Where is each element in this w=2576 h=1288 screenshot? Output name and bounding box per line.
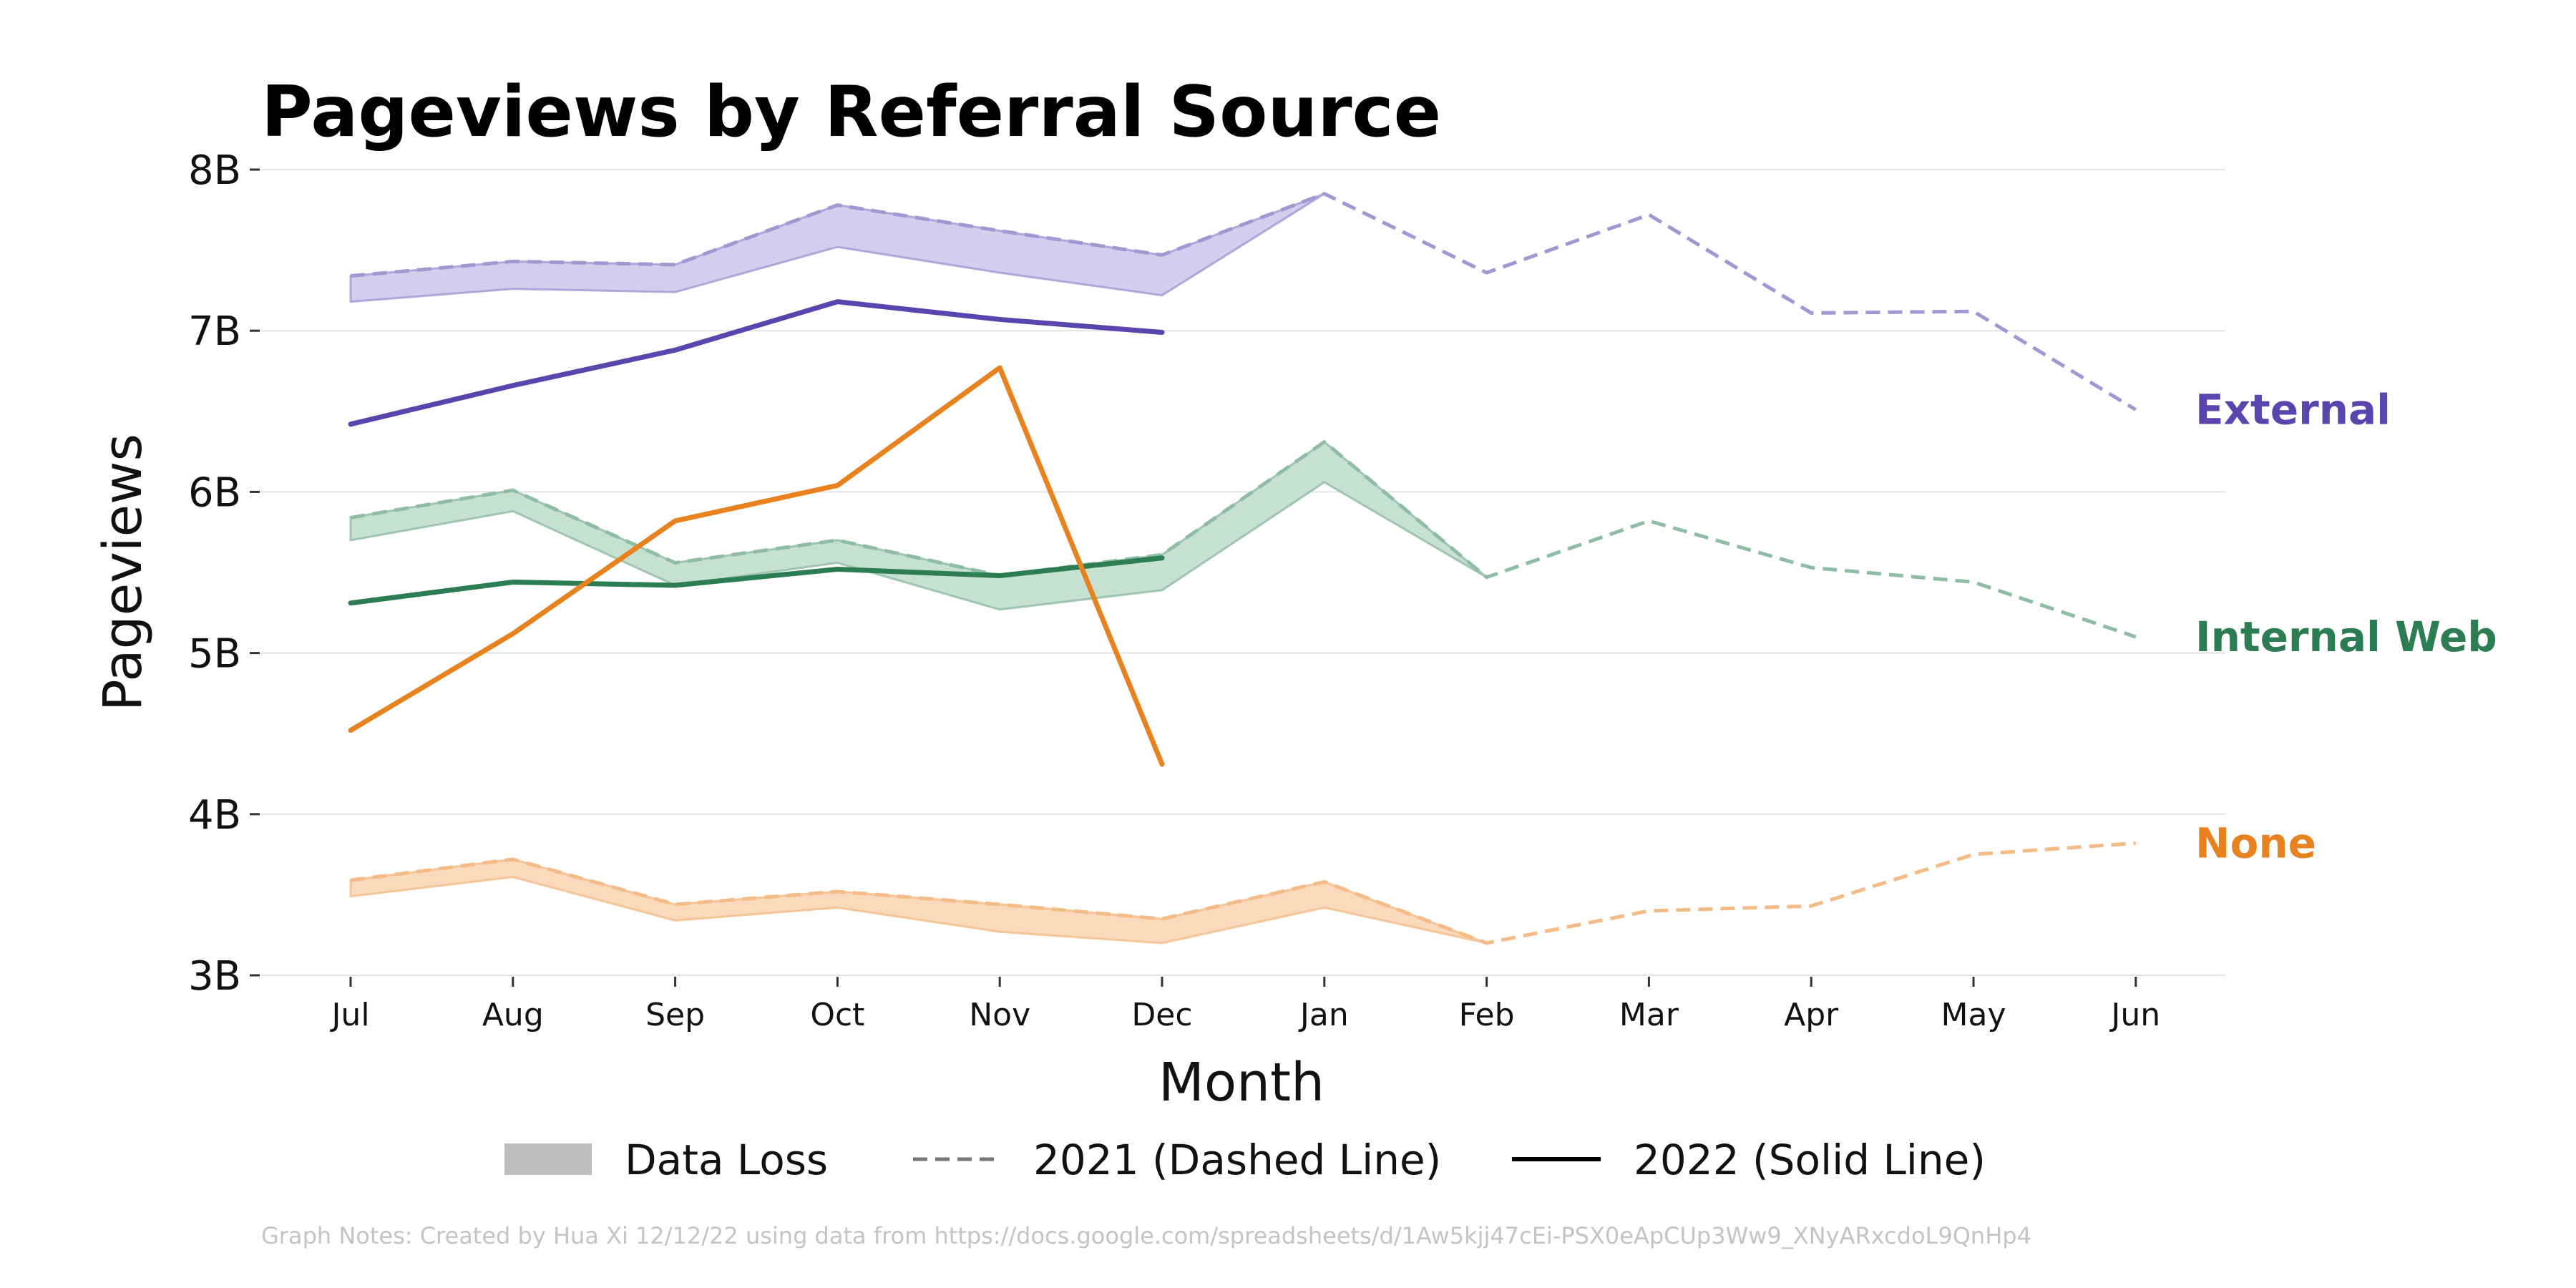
series-2021-line-2: [350, 841, 2136, 945]
legend-label-solid: 2022 (Solid Line): [1634, 1136, 1986, 1184]
y-tick-label: 5B: [188, 631, 241, 678]
y-axis-label: Pageviews: [92, 434, 154, 711]
data-loss-bands: [349, 192, 1488, 945]
chart-title: Pageviews by Referral Source: [261, 72, 1441, 153]
y-tick-label: 4B: [188, 792, 241, 839]
series-label-1: Internal Web: [2195, 613, 2497, 661]
data-loss-band-0: [349, 192, 1325, 303]
x-tick-label: Nov: [969, 997, 1030, 1033]
x-tick-label: May: [1941, 997, 2006, 1033]
x-tick-label: Oct: [810, 997, 864, 1033]
x-axis-label: Month: [1158, 1052, 1324, 1113]
x-tick-label: Jul: [329, 997, 369, 1033]
data-loss-band-2: [349, 858, 1488, 945]
x-tick-label: Jun: [2109, 997, 2160, 1033]
series-2022-line-2: [348, 365, 1165, 767]
x-axis: Jul Aug Sep Oct Nov Dec Jan Feb Mar Apr May Jun: [329, 977, 2160, 1033]
y-tick-label: 3B: [188, 953, 241, 1000]
series-2022-line-1: [348, 555, 1165, 606]
x-tick-label: Mar: [1619, 997, 1679, 1033]
series-label-0: External: [2195, 386, 2391, 434]
legend: Data Loss 2021 (Dashed Line) 2022 (Solid L…: [504, 1136, 1986, 1184]
series-2022-line-0: [348, 299, 1165, 427]
y-axis: 3B 4B 5B 6B 7B 8B: [188, 147, 260, 1000]
legend-label-data-loss: Data Loss: [625, 1136, 828, 1184]
legend-swatch-data-loss: [504, 1143, 592, 1175]
x-tick-label: Apr: [1784, 997, 1839, 1033]
legend-label-dashed: 2021 (Dashed Line): [1033, 1136, 1441, 1184]
x-tick-label: Jan: [1298, 997, 1349, 1033]
lines-2022: [348, 299, 1165, 767]
series-label-2: None: [2195, 819, 2316, 867]
x-tick-label: Feb: [1459, 997, 1515, 1033]
y-tick-label: 6B: [188, 469, 241, 516]
graph-notes: Graph Notes: Created by Hua Xi 12/12/22 …: [261, 1222, 2031, 1249]
series-2021-line-0: [350, 192, 2137, 411]
x-tick-label: Dec: [1131, 997, 1192, 1033]
y-tick-label: 7B: [188, 308, 241, 355]
series-labels: External Internal Web None: [2195, 386, 2497, 868]
lines-2021: [350, 192, 2137, 945]
grid-lines: [261, 169, 2225, 976]
y-tick-label: 8B: [188, 147, 241, 194]
x-tick-label: Aug: [482, 997, 544, 1033]
x-tick-label: Sep: [645, 997, 705, 1033]
series-2021-line-1: [350, 440, 2137, 639]
